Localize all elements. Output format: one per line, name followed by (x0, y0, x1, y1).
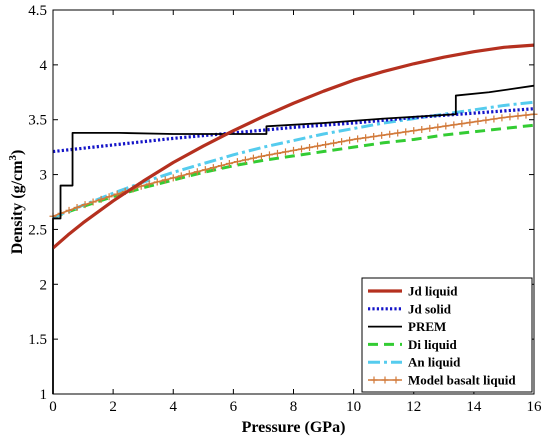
legend-label: Di liquid (408, 337, 458, 352)
series-marker (482, 116, 490, 124)
series-marker (442, 122, 450, 130)
legend-label: PREM (408, 319, 446, 334)
series-marker (145, 180, 153, 188)
x-tick-label: 12 (406, 399, 421, 415)
series-marker (458, 120, 466, 128)
series-marker (506, 113, 514, 121)
x-tick-label: 0 (49, 399, 57, 415)
series-marker (105, 193, 113, 201)
y-axis-label-end: ) (9, 150, 26, 155)
series-line (52, 84, 535, 394)
series-marker (522, 111, 530, 119)
series-marker (362, 134, 370, 142)
series-marker (177, 172, 185, 180)
series-marker (201, 166, 209, 174)
legend-marker (370, 376, 378, 384)
series-marker (434, 123, 442, 131)
x-tick-label: 2 (109, 399, 117, 415)
x-tick-label: 6 (230, 399, 238, 415)
series-marker (450, 121, 458, 129)
series-marker (65, 206, 73, 214)
series-marker (257, 152, 265, 160)
series-marker (265, 151, 273, 159)
series-line (51, 43, 535, 250)
x-tick-label: 10 (346, 399, 361, 415)
x-tick-label: 14 (466, 399, 482, 415)
legend-box (361, 277, 533, 393)
series-marker (378, 131, 386, 139)
y-axis-label: Density (g/cm3) (7, 150, 26, 255)
series-marker (193, 168, 201, 176)
series-marker (217, 162, 225, 170)
series-marker (370, 133, 378, 141)
series-marker (498, 114, 506, 122)
legend-marker (392, 376, 400, 384)
series-marker (338, 138, 346, 146)
series-marker (225, 160, 233, 168)
series-marker (330, 139, 338, 147)
series-marker (73, 203, 81, 211)
series-prem (52, 84, 535, 394)
legend-marker (381, 376, 389, 384)
series-marker (209, 164, 217, 172)
y-tick-label: 4.5 (28, 3, 47, 19)
series-marker (402, 128, 410, 136)
series-layer (49, 43, 538, 394)
series-marker (185, 170, 193, 178)
series-marker (466, 118, 474, 126)
series-marker (249, 154, 257, 162)
legend: Jd liquid Jd solid PREM Di liquid An liquid M… (361, 277, 533, 393)
series-marker (474, 117, 482, 125)
series-marker (290, 146, 297, 154)
series-marker (346, 136, 354, 144)
series-marker (490, 115, 498, 123)
series-marker (514, 112, 522, 120)
series-marker (233, 158, 241, 166)
series-marker (298, 145, 306, 153)
series-marker (418, 126, 426, 134)
y-axis-label-main: Density (g/cm (9, 160, 26, 254)
series-marker (354, 135, 362, 143)
series-marker (281, 148, 289, 156)
x-tick-label: 16 (527, 399, 543, 415)
series-marker (314, 142, 322, 150)
series-marker (97, 195, 105, 203)
series-marker (153, 178, 161, 186)
y-tick-label: 4 (40, 58, 48, 74)
series-jd-liquid (51, 43, 535, 250)
series-marker (81, 201, 89, 209)
x-tick-label: 4 (170, 399, 178, 415)
series-marker (306, 144, 314, 152)
series-marker (410, 127, 418, 135)
y-tick-label: 2.5 (28, 222, 47, 238)
series-marker (386, 130, 394, 138)
y-tick-label: 2 (40, 277, 48, 293)
x-tick-label: 8 (290, 399, 298, 415)
series-marker (169, 174, 177, 182)
series-marker (322, 141, 330, 149)
legend-label: Jd liquid (408, 284, 458, 299)
y-tick-label: 1.5 (28, 332, 47, 348)
y-tick-label: 3.5 (28, 113, 47, 129)
y-tick-label: 1 (40, 387, 48, 403)
series-marker (161, 176, 169, 184)
ticks-layer: 0 2 4 6 8 10 12 14 16 1 1.5 2 2.5 3 3.5 4 4.5 (28, 3, 542, 415)
y-tick-label: 3 (40, 168, 48, 184)
series-marker (394, 129, 402, 137)
series-marker (426, 124, 434, 132)
x-axis-label: Pressure (GPa) (242, 419, 346, 436)
legend-label: An liquid (408, 355, 461, 370)
y-axis-label-superscript: 3 (7, 155, 19, 161)
series-marker (89, 198, 97, 206)
series-marker (241, 156, 249, 164)
legend-label: Jd solid (408, 301, 452, 316)
series-marker (273, 149, 281, 157)
legend-label: Model basalt liquid (408, 373, 516, 388)
